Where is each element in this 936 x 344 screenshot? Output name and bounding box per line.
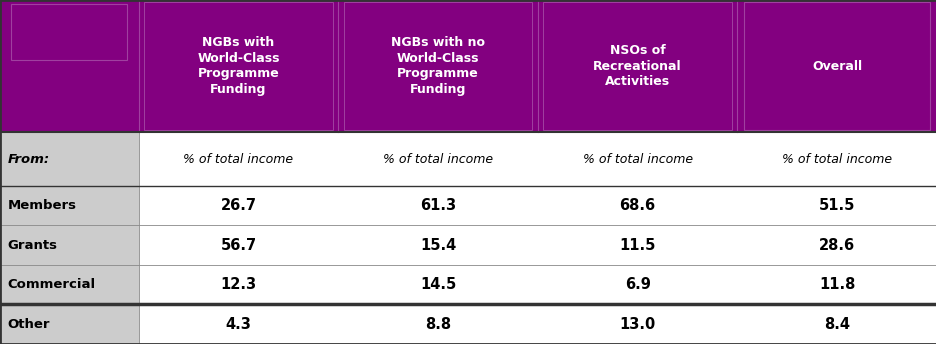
Text: NGBs with no
World-Class
Programme
Funding: NGBs with no World-Class Programme Fundi… <box>390 36 485 96</box>
Bar <box>537 132 737 186</box>
Text: 11.5: 11.5 <box>619 238 655 252</box>
Text: 61.3: 61.3 <box>419 198 456 213</box>
Text: Other: Other <box>7 318 50 331</box>
Text: 56.7: 56.7 <box>220 238 256 252</box>
Bar <box>0 132 936 186</box>
Bar <box>344 2 532 130</box>
Bar <box>0 304 139 344</box>
Text: NSOs of
Recreational
Activities: NSOs of Recreational Activities <box>592 44 681 88</box>
Bar <box>139 132 338 186</box>
Text: % of total income: % of total income <box>383 153 492 165</box>
Text: 15.4: 15.4 <box>419 238 456 252</box>
Text: 13.0: 13.0 <box>619 317 655 332</box>
Text: % of total income: % of total income <box>582 153 692 165</box>
Bar <box>11 4 127 60</box>
Bar <box>0 265 139 304</box>
Text: 68.6: 68.6 <box>619 198 655 213</box>
Bar <box>0 186 139 225</box>
Text: 4.3: 4.3 <box>226 317 251 332</box>
Bar <box>0 225 936 265</box>
Text: Grants: Grants <box>7 239 57 251</box>
Text: Overall: Overall <box>812 60 861 73</box>
Bar <box>0 265 936 304</box>
Text: % of total income: % of total income <box>782 153 891 165</box>
Text: Members: Members <box>7 199 77 212</box>
Bar <box>737 132 936 186</box>
Text: 26.7: 26.7 <box>220 198 256 213</box>
Text: 8.4: 8.4 <box>824 317 849 332</box>
Text: From:: From: <box>7 153 50 165</box>
Text: % of total income: % of total income <box>183 153 293 165</box>
Bar <box>0 0 936 132</box>
Text: 12.3: 12.3 <box>220 277 256 292</box>
Bar <box>743 2 929 130</box>
Bar <box>0 304 936 344</box>
Text: 51.5: 51.5 <box>818 198 855 213</box>
Text: Commercial: Commercial <box>7 278 95 291</box>
Bar <box>0 186 936 225</box>
Bar <box>543 2 731 130</box>
Bar <box>0 225 139 265</box>
Text: NGBs with
World-Class
Programme
Funding: NGBs with World-Class Programme Funding <box>197 36 280 96</box>
Bar <box>144 2 332 130</box>
Text: 6.9: 6.9 <box>624 277 650 292</box>
Text: 8.8: 8.8 <box>425 317 450 332</box>
Text: 11.8: 11.8 <box>818 277 855 292</box>
Text: 14.5: 14.5 <box>419 277 456 292</box>
Bar <box>338 132 537 186</box>
Text: 28.6: 28.6 <box>818 238 855 252</box>
